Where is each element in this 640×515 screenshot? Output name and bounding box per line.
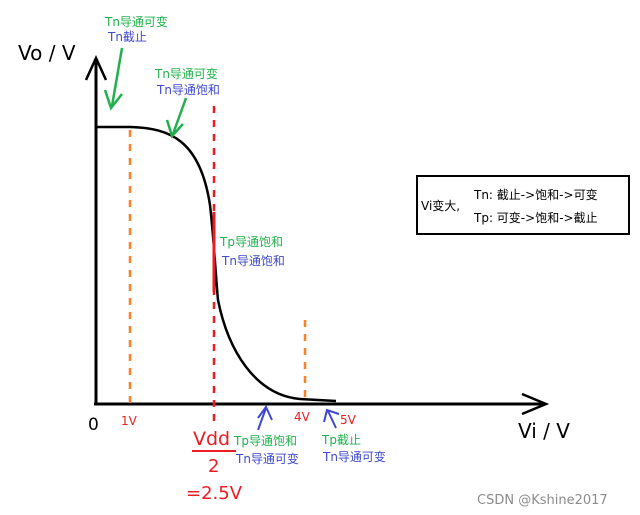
annotation-end-arrow-shaft [327, 410, 337, 429]
annotation-lower-line1: Tp导通饱和 [233, 433, 297, 448]
annotation-middle-line2: Tn导通饱和 [221, 253, 285, 268]
tick-label-5v: 5V [340, 413, 357, 427]
legend-box [416, 175, 630, 235]
annotation-end-arrow-head [323, 408, 340, 423]
transfer-curve [96, 125, 337, 403]
annotation-start-arrow-head [103, 89, 123, 111]
vdd-denominator: 2 [208, 456, 219, 477]
annotation-end-line1: Tp截止 [321, 433, 361, 447]
legend-tp-line: Tp: 可变->饱和->截止 [473, 210, 598, 225]
annotation-upper-arrow-shaft [171, 97, 188, 135]
annotation-start-line1: Tn导通可变 [104, 14, 168, 29]
annotation-upper-line2: Tn导通饱和 [156, 82, 220, 97]
legend-lead: Vi变大, [421, 198, 460, 213]
annotation-upper-arrow-head [165, 119, 184, 139]
y-axis-arrowhead [84, 54, 108, 81]
tick-label-4v: 4V [294, 410, 311, 424]
legend-tn-line: Tn: 截止->饱和->可变 [473, 187, 598, 202]
y-axis-label: Vo / V [18, 41, 76, 65]
annotation-middle-line1: Tp导通饱和 [219, 234, 283, 249]
origin-label: 0 [88, 415, 99, 435]
annotation-lower-line2: Tn导通可变 [235, 451, 299, 466]
watermark: CSDN @Kshine2017 [477, 493, 608, 508]
annotation-upper-line1: Tn导通可变 [154, 66, 218, 81]
tick-label-1v: 1V [121, 414, 138, 428]
vdd-numerator: Vdd [193, 428, 230, 450]
annotation-lower-arrow-shaft [257, 407, 267, 431]
x-axis-arrowhead [521, 392, 550, 416]
annotation-start-line2: Tn截止 [107, 30, 147, 44]
vdd-value: =2.5V [186, 483, 243, 504]
annotation-lower-arrow-head [257, 405, 273, 421]
x-axis-label: Vi / V [518, 419, 570, 443]
annotation-end-line2: Tn导通可变 [322, 449, 386, 464]
annotation-start-arrow-shaft [110, 47, 124, 107]
